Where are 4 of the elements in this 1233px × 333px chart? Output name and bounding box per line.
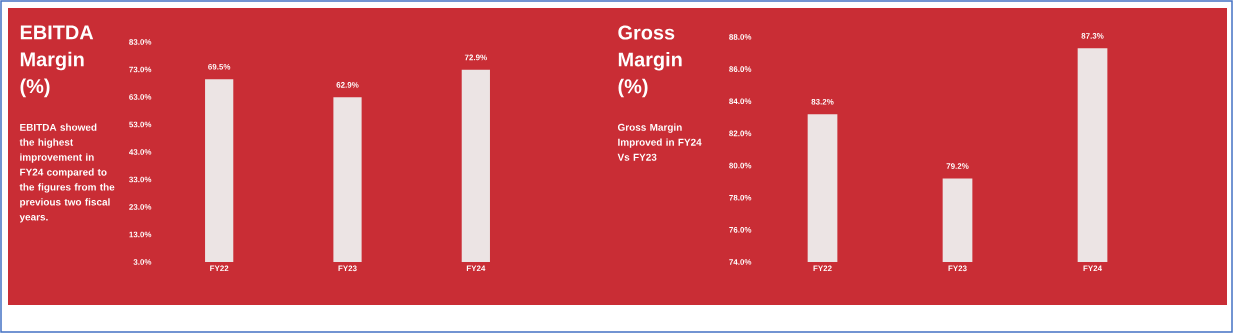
text: Gross Margin Improved in FY24 Vs FY23 <box>617 123 702 161</box>
chart-title: EBITDA Margin (%) <box>20 25 94 98</box>
text: Gross Margin (%) <box>618 25 682 98</box>
text: EBITDA showed the highest improvement in FY24 compared to the figures from the previous two fiscal years. <box>19 123 115 223</box>
